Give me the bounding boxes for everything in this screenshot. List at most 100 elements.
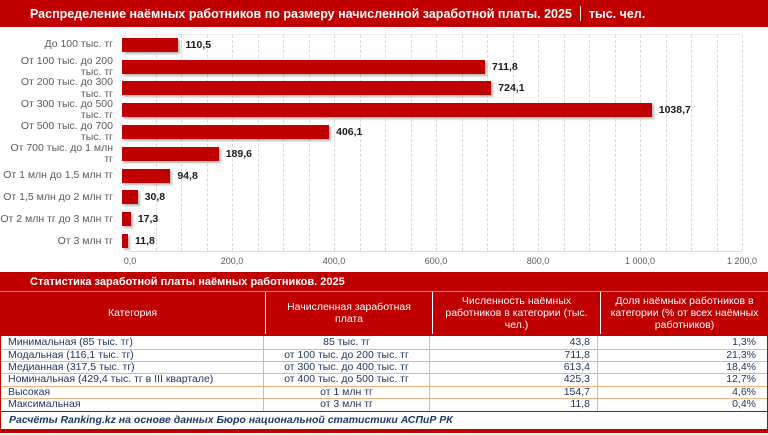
bar [122,103,652,118]
bar-track: 189,6 [122,146,734,161]
bar-row: От 700 тыс. до 1 млн тг 189,6 [0,141,768,165]
grid-line [206,35,208,251]
table-row: Медианная (317,5 тыс. тг) от 300 тыс. до … [1,360,767,374]
table-cell: 1,3% [597,336,763,349]
table-row: Максимальная от 3 млн тг 11,8 0,4% [1,398,767,411]
table-row: Высокая от 1 млн тг 154,7 4,6% [1,385,767,399]
table-cell: 425,3 [429,374,597,386]
title-divider [579,6,581,21]
bar [122,37,179,52]
grid-line [436,35,437,251]
x-tick-label: 400,0 [322,255,346,266]
grid-line [487,35,488,251]
grid-line [742,35,743,251]
category-label: От 1,5 млн до 2 млн тг [3,190,113,203]
bar-row: От 1,5 млн до 2 млн тг 30,8 [0,187,768,209]
source-note: Расчёты Ranking.kz на основе данных Бюро… [9,414,453,427]
header-cell: Численность наёмных работников в категор… [432,292,600,335]
chart-title: Распределение наёмных работников по разм… [30,6,572,21]
bar-track: 711,8 [122,59,734,74]
table-row: Модальная (116,1 тыс. тг) от 100 тыс. до … [1,348,767,361]
x-tick-label: 0,0 [123,255,137,266]
table-row: Номинальная (429,4 тыс. тг в III квартал… [1,373,767,386]
bar-track: 724,1 [122,81,734,96]
bar [122,59,486,74]
bar-row: До 100 тыс. тг 110,5 [0,34,768,56]
table-footer: Расчёты Ranking.kz на основе данных Бюро… [0,411,768,433]
grid-line [461,35,463,251]
table-cell: 12,7% [597,374,763,386]
grid-line [716,35,718,251]
chart-title-bar: Распределение наёмных работников по разм… [0,0,768,27]
bar-track: 94,8 [122,168,734,183]
category-label: От 300 тыс. до 500 тыс. тг [20,98,113,122]
bar-row: От 100 тыс. до 200 тыс. тг 711,8 [0,54,768,78]
grid-line [640,35,641,251]
table-cell: Модальная (116,1 тыс. тг) [8,349,134,361]
bar [122,125,330,140]
table-cell: 43,8 [429,336,597,349]
value-label: 189,6 [225,147,252,160]
grid-line [308,35,310,251]
grid-line [155,35,157,251]
table-cell: Минимальная (85 тыс. тг) [8,336,133,348]
table-cell: от 3 млн тг [263,399,429,411]
chart-unit: тыс. чел. [588,6,646,21]
bar-track: 406,1 [122,125,734,140]
grid-line [283,35,284,251]
category-label: До 100 тыс. тг [44,38,113,51]
table-cell: Высокая [8,386,51,398]
bar [122,190,138,205]
table-cell: 613,4 [429,361,597,374]
bar-chart: До 100 тыс. тг 110,5 От 100 тыс. до 200 ты… [0,27,768,272]
value-label: 94,8 [177,169,198,182]
table-cell: 711,8 [429,349,597,361]
bar-track: 17,3 [122,212,734,227]
header-cell: Доля наёмных работников в категории (% о… [600,292,768,335]
category-label: От 500 тыс. до 700 тыс. тг [20,120,113,144]
table-cell: Номинальная (429,4 тыс. тг в III квартал… [8,374,214,386]
bar-row: От 200 тыс. до 300 тыс. тг 724,1 [0,76,768,100]
header-cell: Категория [107,307,158,320]
grid-line [359,35,361,251]
bar-track: 110,5 [122,37,734,52]
table-cell: 18,4% [597,361,763,374]
chart-rows: До 100 тыс. тг 110,5 От 100 тыс. до 200 ты… [0,34,768,252]
bar [122,146,219,161]
grid-line [410,35,412,251]
bar-row: От 500 тыс. до 700 тыс. тг 406,1 [0,121,768,143]
grid-line [691,35,692,251]
bar-track: 11,8 [122,234,734,249]
category-label: От 1 млн до 1,5 млн тг [3,169,113,182]
value-label: 17,3 [137,213,159,226]
value-label: 30,8 [144,191,166,204]
x-tick-label: 800,0 [526,255,550,266]
category-label: От 200 тыс. до 300 тыс. тг [20,76,113,100]
bar [122,81,492,96]
value-label: 1038,7 [658,104,691,117]
grid-line [538,35,539,251]
value-label: 11,8 [135,235,155,248]
bar [122,168,171,183]
table-title: Статистика заработной платы наёмных рабо… [30,275,345,288]
table-cell: от 1 млн тг [263,386,429,399]
x-tick-label: 200,0 [220,255,244,266]
category-label: От 700 тыс. до 1 млн тг [10,141,113,165]
bar [122,234,129,249]
x-tick-label: 1 000,0 [624,255,656,266]
category-label: От 3 млн тг [57,234,113,247]
grid-line [181,35,182,251]
table-header-row: Категория Начисленная заработная плата Чис… [0,292,768,335]
x-tick-label: 600,0 [424,255,448,266]
bar-row: От 3 млн тг 11,8 [0,230,768,252]
grid-line [614,35,616,251]
value-label: 406,1 [336,126,363,139]
table-cell: от 100 тыс. до 200 тыс. тг [263,349,429,361]
grid-line [385,35,386,251]
category-label: От 2 млн тг до 3 млн тг [0,212,113,225]
category-label: От 100 тыс. до 200 тыс. тг [20,54,113,78]
table-body: Минимальная (85 тыс. тг) 85 тыс. тг 43,8 1,… [0,334,768,412]
grid-line [232,35,233,251]
table-cell: Медианная (317,5 тыс. тг) [8,361,135,373]
grid-line [512,35,514,251]
